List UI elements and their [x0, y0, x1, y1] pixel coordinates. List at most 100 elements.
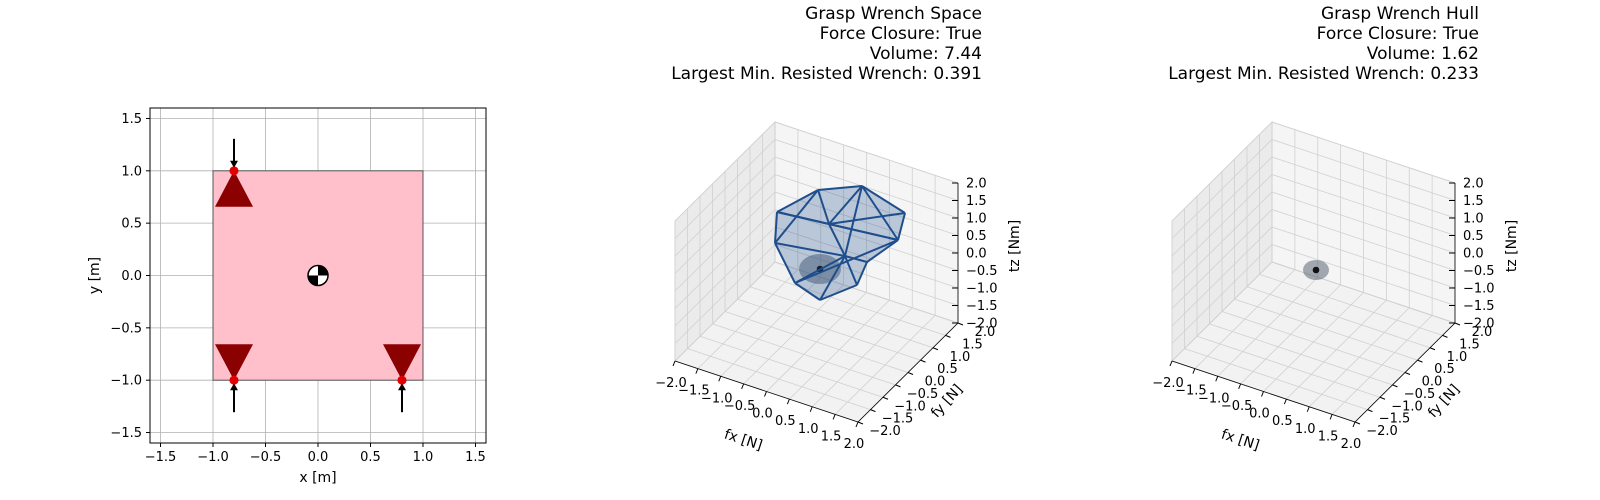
center-of-mass-icon	[307, 264, 329, 287]
hull-edge	[844, 255, 868, 263]
fy-tick	[1392, 384, 1398, 388]
tz-axis-label: tz [Nm]	[1504, 220, 1520, 272]
origin-point	[1312, 266, 1320, 274]
floor-gridline	[1308, 307, 1410, 408]
fx-tick-label: −1.5	[678, 384, 710, 399]
fx-tick	[741, 383, 745, 390]
tz-tick-label: 1.0	[966, 212, 987, 227]
fx-tick	[1283, 398, 1287, 405]
fy-tick	[1417, 359, 1423, 363]
fx-tick-label: −0.5	[724, 399, 756, 414]
hull-edge	[817, 185, 863, 191]
fy-tick-label: 1.5	[1459, 337, 1480, 352]
fx-tick-label: 1.5	[1318, 429, 1339, 444]
hull-edge	[828, 223, 846, 257]
back-gridline	[774, 174, 959, 236]
left-gridline	[674, 156, 776, 257]
fy-tick-label: −0.5	[907, 387, 939, 402]
left-gridline	[1171, 121, 1273, 222]
left-gridline	[1171, 139, 1273, 239]
tz-tick-label: −1.0	[966, 282, 998, 297]
back-gridline	[774, 121, 959, 184]
tz-tick-label: −1.5	[966, 299, 998, 314]
friction-cone	[215, 170, 253, 207]
fy-tick-label: −1.5	[882, 412, 914, 427]
back-gridline	[1271, 191, 1456, 254]
floor-gridline	[811, 307, 913, 408]
floor-gridline	[1259, 273, 1443, 336]
fx-tick	[1169, 360, 1173, 367]
fy-tick-label: 0.0	[1422, 375, 1443, 390]
fy-tick-label: −1.0	[894, 399, 926, 414]
fx-tick-label: 0.5	[775, 414, 796, 429]
fy-tick	[1367, 409, 1373, 413]
fx-tick-label: 1.5	[821, 429, 842, 444]
friction-cone	[215, 344, 253, 381]
fy-tick-label: 1.0	[950, 350, 971, 365]
floor-gridline	[762, 273, 946, 336]
hull-edge	[776, 189, 819, 213]
friction-cone	[383, 344, 421, 381]
fy-tick	[1404, 372, 1411, 375]
fy-tick	[1429, 347, 1436, 351]
x-tick-label: 1.0	[413, 450, 434, 465]
back-gridline	[774, 191, 959, 254]
fx-tick-label: −1.5	[1175, 384, 1207, 399]
fx-tick-label: 1.0	[798, 422, 819, 437]
y-tick-label: 1.5	[121, 112, 142, 127]
floor-gridline	[724, 311, 909, 373]
tz-tick-label: −0.5	[1463, 264, 1495, 279]
floor-gridline	[1234, 298, 1418, 361]
hull-edge	[861, 185, 899, 241]
tz-tick-label: −1.5	[1463, 299, 1495, 314]
force-arrowhead	[398, 383, 406, 391]
back-gridline	[1271, 174, 1456, 236]
fy-tick	[920, 359, 926, 363]
x-tick-label: −0.5	[250, 450, 282, 465]
y-tick-label: −1.0	[110, 374, 142, 389]
fy-tick-label: −1.5	[1379, 412, 1411, 427]
left-gridline	[674, 139, 776, 239]
plot-title: Grasp Wrench Space	[805, 4, 982, 24]
tz-tick-label: 0.0	[1463, 247, 1484, 262]
floor-gridline	[737, 298, 921, 361]
plot-metric: Force Closure: True	[820, 24, 982, 44]
fy-tick-label: 0.0	[925, 375, 946, 390]
contact-point	[397, 375, 407, 385]
tz-tick-label: −0.5	[966, 264, 998, 279]
fx-tick	[832, 414, 836, 420]
fx-tick	[695, 368, 699, 374]
com-quadrant	[318, 265, 328, 276]
fy-tick	[895, 384, 901, 388]
fx-tick	[1329, 414, 1333, 420]
tz-tick-label: 1.0	[1463, 212, 1484, 227]
back-gridline	[1271, 156, 1456, 219]
left-gridline	[674, 191, 776, 292]
tz-tick-label: −2.0	[1463, 317, 1495, 332]
tz-axis-label: tz [Nm]	[1007, 220, 1023, 272]
fy-tick-label: 1.0	[1447, 350, 1468, 365]
tz-tick-label: −2.0	[966, 317, 998, 332]
fx-tick	[786, 398, 790, 405]
fx-tick	[1215, 376, 1219, 382]
hull-edge	[819, 284, 858, 301]
tz-tick-label: 2.0	[966, 177, 987, 192]
fy-tick	[870, 409, 876, 413]
floor-gridline	[774, 261, 959, 324]
hull-edge	[897, 212, 906, 241]
hull-edge	[776, 211, 899, 241]
y-tick-label: 0.0	[121, 269, 142, 284]
fy-tick	[882, 396, 889, 400]
fy-tick-label: −1.0	[1391, 399, 1423, 414]
fx-tick-label: 2.0	[1341, 437, 1362, 452]
tz-tick-label: −1.0	[1463, 282, 1495, 297]
fx-tick-label: 0.5	[1272, 414, 1293, 429]
tz-tick-label: 0.5	[966, 229, 987, 244]
fx-tick-label: 0.0	[1249, 407, 1270, 422]
fy-tick	[857, 421, 864, 425]
wrench-space-plot: −2.0−2.0−2.0−1.5−1.5−1.5−1.0−1.0−1.0−0.5…	[655, 4, 1023, 454]
contact-point	[229, 166, 239, 176]
hull-edge	[774, 242, 796, 284]
hull-edge	[828, 185, 863, 225]
